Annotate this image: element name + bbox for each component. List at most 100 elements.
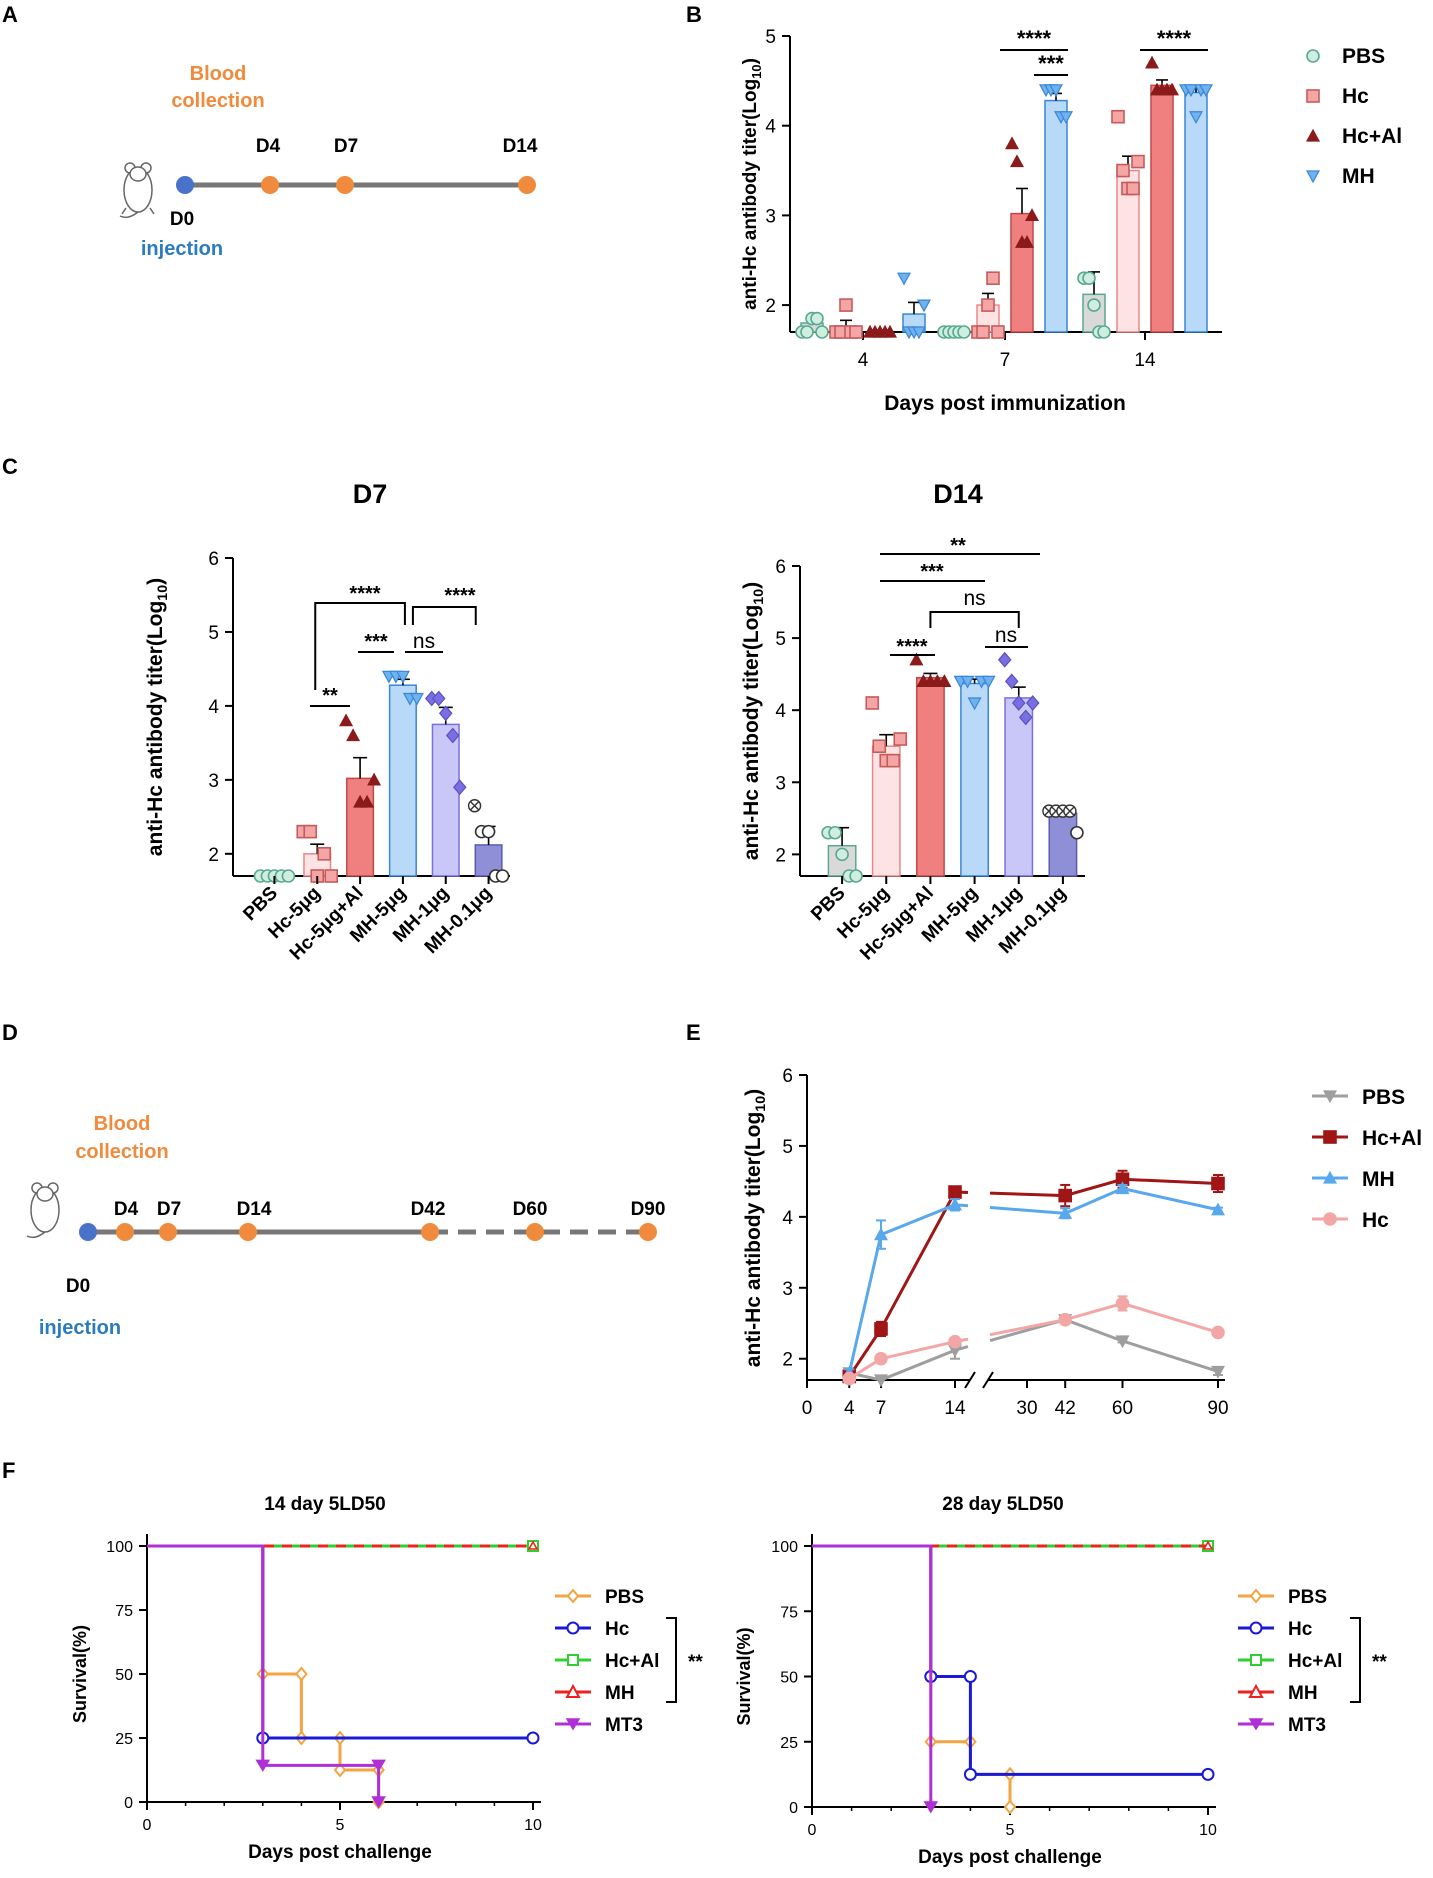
legend-marker — [1305, 128, 1321, 142]
data-point — [916, 299, 932, 313]
bar-mh-day14 — [1184, 91, 1208, 333]
sig-label: ns — [413, 630, 435, 653]
data-point — [431, 690, 446, 707]
survival-line-pbs — [812, 1544, 1012, 1807]
data-point — [1210, 1202, 1226, 1216]
data-point — [835, 847, 849, 862]
data-point — [810, 311, 824, 326]
data-point — [967, 697, 982, 711]
legend-label-0: PBS — [1288, 1587, 1327, 1608]
series-line-mh — [847, 1203, 969, 1374]
timeline-dot-d90 — [639, 1223, 657, 1241]
x-tick-label: 7 — [1000, 350, 1011, 371]
y-tick-label: 3 — [775, 773, 786, 794]
data-point — [324, 869, 339, 883]
data-point — [1210, 1365, 1226, 1379]
legend-label-0: PBS — [605, 1587, 644, 1608]
survival-line-hc — [147, 1544, 533, 1740]
legend-label-2: Hc+Al — [1288, 1651, 1342, 1672]
panel-letter-b: B — [686, 2, 702, 27]
data-point — [997, 651, 1012, 668]
blood-collection-label-1: Blood — [94, 1113, 151, 1135]
marker-shape — [1003, 1799, 1017, 1815]
sig-label: *** — [920, 561, 944, 583]
chart-title: 28 day 5LD50 — [942, 1494, 1063, 1515]
data-point — [339, 713, 354, 727]
y-tick-label: 5 — [775, 629, 786, 650]
sig-label: *** — [1038, 51, 1064, 76]
survival-marker — [371, 1759, 386, 1772]
y-tick-label: 25 — [780, 1735, 798, 1752]
data-point — [948, 1334, 962, 1349]
series-line-pbs — [989, 1318, 1219, 1373]
data-point — [865, 696, 880, 710]
legend-marker — [566, 1621, 580, 1635]
timeline-start-dot — [79, 1223, 97, 1241]
data-point — [438, 705, 453, 722]
day-label-d0: D0 — [66, 1276, 90, 1297]
y-tick-label: 3 — [765, 206, 776, 227]
panel-a-timeline: Blood collection D4 D7 D14 D0 injection — [119, 63, 538, 260]
data-point — [1111, 109, 1125, 124]
injection-label: injection — [39, 1317, 121, 1339]
day-label-d0: D0 — [170, 209, 194, 230]
data-point — [1183, 84, 1199, 98]
series-line-hc-al — [989, 1177, 1219, 1198]
x-tick-label: 4 — [844, 1398, 855, 1419]
survival-marker — [333, 1762, 347, 1778]
data-point — [1018, 709, 1033, 726]
marker-shape — [963, 1670, 977, 1683]
sig-bracket — [1350, 1617, 1361, 1703]
y-axis-label: Survival(%) — [70, 1625, 90, 1723]
sig-bracket — [666, 1617, 677, 1703]
data-point — [1211, 1176, 1225, 1191]
y-tick-label: 4 — [765, 117, 776, 138]
legend-marker — [1305, 170, 1321, 184]
y-tick-label: 4 — [782, 1208, 793, 1229]
y-tick-label: 3 — [782, 1279, 793, 1300]
data-point — [452, 779, 467, 796]
y-tick-label: 4 — [208, 697, 219, 718]
day-label-d14: D14 — [503, 136, 538, 157]
bar-mh-day7 — [1044, 99, 1068, 333]
sig-label: **** — [896, 636, 927, 658]
y-tick-label: 5 — [765, 27, 776, 48]
y-tick-label: 2 — [765, 296, 776, 317]
data-point — [1058, 1188, 1072, 1203]
survival-marker — [963, 1767, 977, 1781]
bar-5 — [1048, 812, 1078, 877]
timeline-start-dot — [176, 176, 194, 194]
bar-3 — [960, 682, 990, 877]
timeline-dot-d60 — [526, 1223, 544, 1241]
panel-letter-d: D — [2, 1020, 18, 1045]
x-tick-label: 7 — [876, 1398, 887, 1419]
data-point — [986, 271, 1000, 285]
data-point — [360, 794, 375, 808]
y-tick-label: 50 — [115, 1667, 133, 1684]
timeline-dot-d7 — [336, 176, 354, 194]
x-tick-label: 42 — [1055, 1398, 1076, 1419]
data-point-x — [470, 801, 480, 811]
data-point — [1070, 825, 1084, 840]
data-point — [872, 739, 887, 754]
legend-marker — [1248, 1683, 1264, 1698]
legend-marker — [566, 1588, 580, 1604]
data-point — [281, 869, 296, 883]
data-point — [911, 326, 927, 340]
sig-label: *** — [364, 631, 388, 653]
panel-d-timeline: Blood collection D4 D7 D14 D42 D60 D90 D… — [26, 1113, 665, 1339]
timeline-dot-d7 — [159, 1223, 177, 1241]
y-tick-label: 4 — [775, 701, 786, 722]
chart-f-left-survival: 14 day 5LD50 0 25 50 75 100 0 5 10 Survival(%) Day… — [70, 1494, 703, 1863]
x-tick-label: 0 — [143, 1817, 152, 1834]
x-tick-label: 4 — [858, 350, 869, 371]
mouse-icon — [26, 1182, 60, 1239]
survival-marker — [295, 1666, 308, 1682]
legend-label-2: MH — [1362, 1168, 1395, 1191]
marker-shape — [923, 1801, 939, 1814]
day-label-d14: D14 — [237, 1199, 272, 1220]
data-point — [981, 298, 995, 312]
